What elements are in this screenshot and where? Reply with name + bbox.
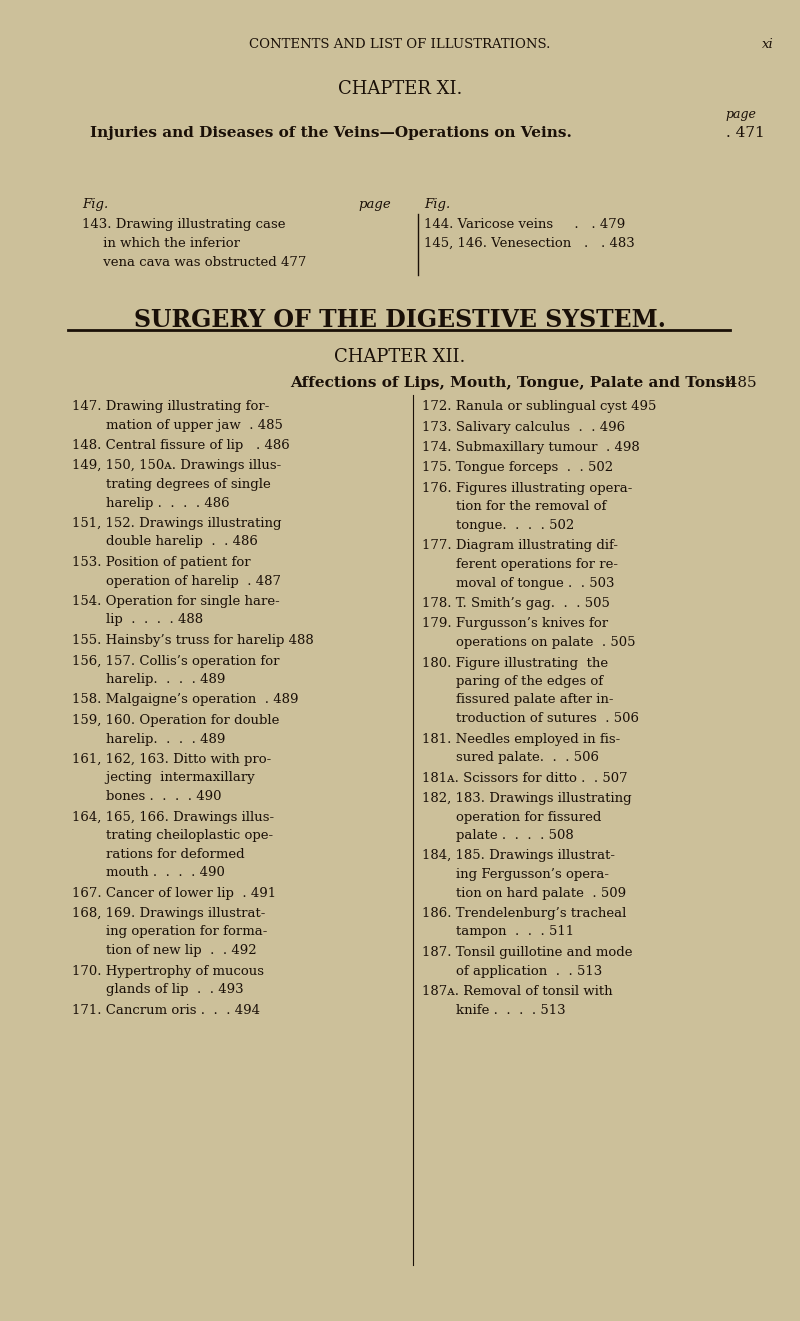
Text: 147. Drawing illustrating for-: 147. Drawing illustrating for- <box>72 400 270 413</box>
Text: 144. Varicose veins     .   . 479: 144. Varicose veins . . 479 <box>424 218 626 231</box>
Text: page: page <box>358 198 390 211</box>
Text: 180. Figure illustrating  the: 180. Figure illustrating the <box>422 657 608 670</box>
Text: Fig.: Fig. <box>424 198 450 211</box>
Text: 167. Cancer of lower lip  . 491: 167. Cancer of lower lip . 491 <box>72 886 276 900</box>
Text: 179. Furgusson’s knives for: 179. Furgusson’s knives for <box>422 617 608 630</box>
Text: ferent operations for re-: ferent operations for re- <box>422 557 618 571</box>
Text: harelip .  .  .  . 486: harelip . . . . 486 <box>72 497 230 510</box>
Text: sured palate.  .  . 506: sured palate. . . 506 <box>422 752 599 764</box>
Text: 153. Position of patient for: 153. Position of patient for <box>72 556 250 569</box>
Text: vena cava was obstructed 477: vena cava was obstructed 477 <box>82 256 306 269</box>
Text: tongue.  .  .  . 502: tongue. . . . 502 <box>422 519 574 532</box>
Text: 187ᴀ. Removal of tonsil with: 187ᴀ. Removal of tonsil with <box>422 985 613 997</box>
Text: 181ᴀ. Scissors for ditto .  . 507: 181ᴀ. Scissors for ditto . . 507 <box>422 771 628 785</box>
Text: 151, 152. Drawings illustrating: 151, 152. Drawings illustrating <box>72 517 282 530</box>
Text: harelip.  .  .  . 489: harelip. . . . 489 <box>72 672 226 686</box>
Text: 171. Cancrum oris .  .  . 494: 171. Cancrum oris . . . 494 <box>72 1004 260 1016</box>
Text: fissured palate after in-: fissured palate after in- <box>422 694 614 707</box>
Text: Affections of Lips, Mouth, Tongue, Palate and Tonsil: Affections of Lips, Mouth, Tongue, Palat… <box>290 376 736 390</box>
Text: 173. Salivary calculus  .  . 496: 173. Salivary calculus . . 496 <box>422 420 625 433</box>
Text: ing Fergusson’s opera-: ing Fergusson’s opera- <box>422 868 609 881</box>
Text: paring of the edges of: paring of the edges of <box>422 675 603 688</box>
Text: tion for the removal of: tion for the removal of <box>422 501 606 514</box>
Text: glands of lip  .  . 493: glands of lip . . 493 <box>72 983 244 996</box>
Text: operation of harelip  . 487: operation of harelip . 487 <box>72 575 281 588</box>
Text: 164, 165, 166. Drawings illus-: 164, 165, 166. Drawings illus- <box>72 811 274 823</box>
Text: in which the inferior: in which the inferior <box>82 236 240 250</box>
Text: jecting  intermaxillary: jecting intermaxillary <box>72 771 254 785</box>
Text: ing operation for forma-: ing operation for forma- <box>72 926 267 938</box>
Text: 148. Central fissure of lip   . 486: 148. Central fissure of lip . 486 <box>72 439 290 452</box>
Text: 149, 150, 150ᴀ. Drawings illus-: 149, 150, 150ᴀ. Drawings illus- <box>72 460 282 473</box>
Text: of application  .  . 513: of application . . 513 <box>422 964 602 978</box>
Text: moval of tongue .  . 503: moval of tongue . . 503 <box>422 576 614 589</box>
Text: CHAPTER XI.: CHAPTER XI. <box>338 81 462 98</box>
Text: 172. Ranula or sublingual cyst 495: 172. Ranula or sublingual cyst 495 <box>422 400 656 413</box>
Text: . 471: . 471 <box>726 125 765 140</box>
Text: 156, 157. Collis’s operation for: 156, 157. Collis’s operation for <box>72 654 279 667</box>
Text: tampon  .  .  . 511: tampon . . . 511 <box>422 926 574 938</box>
Text: 143. Drawing illustrating case: 143. Drawing illustrating case <box>82 218 286 231</box>
Text: CONTENTS AND LIST OF ILLUSTRATIONS.: CONTENTS AND LIST OF ILLUSTRATIONS. <box>250 38 550 52</box>
Text: mation of upper jaw  . 485: mation of upper jaw . 485 <box>72 419 283 432</box>
Text: tion of new lip  .  . 492: tion of new lip . . 492 <box>72 945 257 956</box>
Text: 176. Figures illustrating opera-: 176. Figures illustrating opera- <box>422 482 632 495</box>
Text: SURGERY OF THE DIGESTIVE SYSTEM.: SURGERY OF THE DIGESTIVE SYSTEM. <box>134 308 666 332</box>
Text: 177. Diagram illustrating dif-: 177. Diagram illustrating dif- <box>422 539 618 552</box>
Text: 175. Tongue forceps  .  . 502: 175. Tongue forceps . . 502 <box>422 461 613 474</box>
Text: mouth .  .  .  . 490: mouth . . . . 490 <box>72 867 225 878</box>
Text: 178. T. Smith’s gag.  .  . 505: 178. T. Smith’s gag. . . 505 <box>422 597 610 610</box>
Text: 159, 160. Operation for double: 159, 160. Operation for double <box>72 713 279 727</box>
Text: 181. Needles employed in fis-: 181. Needles employed in fis- <box>422 733 620 745</box>
Text: double harelip  .  . 486: double harelip . . 486 <box>72 535 258 548</box>
Text: 168, 169. Drawings illustrat-: 168, 169. Drawings illustrat- <box>72 908 266 919</box>
Text: page: page <box>725 108 756 122</box>
Text: 174. Submaxillary tumour  . 498: 174. Submaxillary tumour . 498 <box>422 441 640 454</box>
Text: 184, 185. Drawings illustrat-: 184, 185. Drawings illustrat- <box>422 849 615 863</box>
Text: bones .  .  .  . 490: bones . . . . 490 <box>72 790 222 803</box>
Text: lip  .  .  .  . 488: lip . . . . 488 <box>72 613 203 626</box>
Text: operation for fissured: operation for fissured <box>422 811 602 823</box>
Text: harelip.  .  .  . 489: harelip. . . . 489 <box>72 733 226 745</box>
Text: 145, 146. Venesection   .   . 483: 145, 146. Venesection . . 483 <box>424 236 634 250</box>
Text: troduction of sutures  . 506: troduction of sutures . 506 <box>422 712 639 725</box>
Text: palate .  .  .  . 508: palate . . . . 508 <box>422 830 574 841</box>
Text: 170. Hypertrophy of mucous: 170. Hypertrophy of mucous <box>72 964 264 978</box>
Text: 155. Hainsby’s truss for harelip 488: 155. Hainsby’s truss for harelip 488 <box>72 634 314 647</box>
Text: operations on palate  . 505: operations on palate . 505 <box>422 635 635 649</box>
Text: 186. Trendelenburg’s tracheal: 186. Trendelenburg’s tracheal <box>422 908 626 919</box>
Text: xi: xi <box>762 38 774 52</box>
Text: Injuries and Diseases of the Veins—Operations on Veins.: Injuries and Diseases of the Veins—Opera… <box>90 125 572 140</box>
Text: rations for deformed: rations for deformed <box>72 848 245 860</box>
Text: knife .  .  .  . 513: knife . . . . 513 <box>422 1004 566 1016</box>
Text: trating cheiloplastic ope-: trating cheiloplastic ope- <box>72 830 273 841</box>
Text: trating degrees of single: trating degrees of single <box>72 478 270 491</box>
Text: CHAPTER XII.: CHAPTER XII. <box>334 347 466 366</box>
Text: 154. Operation for single hare-: 154. Operation for single hare- <box>72 594 280 608</box>
Text: 161, 162, 163. Ditto with pro-: 161, 162, 163. Ditto with pro- <box>72 753 271 766</box>
Text: 182, 183. Drawings illustrating: 182, 183. Drawings illustrating <box>422 793 632 804</box>
Text: 158. Malgaigne’s operation  . 489: 158. Malgaigne’s operation . 489 <box>72 694 298 707</box>
Text: tion on hard palate  . 509: tion on hard palate . 509 <box>422 886 626 900</box>
Text: . 485: . 485 <box>718 376 757 390</box>
Text: Fig.: Fig. <box>82 198 108 211</box>
Text: 187. Tonsil guillotine and mode: 187. Tonsil guillotine and mode <box>422 946 633 959</box>
